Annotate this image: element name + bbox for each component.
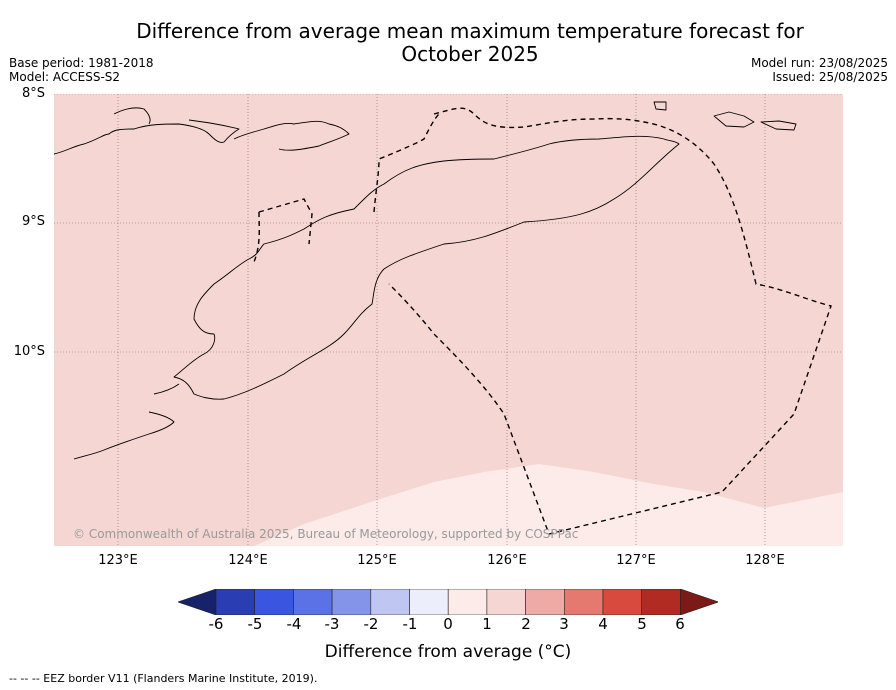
colorbar-bin <box>254 589 294 615</box>
lon-label-128e: 128°E <box>745 553 785 568</box>
northern-islands-coast <box>233 120 350 151</box>
lon-label-125e: 125°E <box>357 553 397 568</box>
colorbar-tick: 5 <box>637 615 647 633</box>
colorbar-bin <box>486 589 526 615</box>
colorbar-bin <box>331 589 372 615</box>
colorbar-tick: 4 <box>598 615 608 633</box>
lon-label-123e: 123°E <box>98 553 138 568</box>
copyright-notice: © Commonwealth of Australia 2025, Bureau… <box>73 527 579 541</box>
anomaly-fill-1-to-2 <box>54 94 843 546</box>
western-islands-coast <box>54 107 240 155</box>
colorbar-tick: 6 <box>675 615 685 633</box>
base-period-text: Base period: 1981-2018 <box>9 56 154 70</box>
lon-label-124e: 124°E <box>228 553 268 568</box>
meta-right: Model run: 23/08/2025 Issued: 25/08/2025 <box>751 56 888 84</box>
eez-border <box>253 107 832 535</box>
colorbar-tick: -6 <box>208 615 224 633</box>
small-island-east <box>653 101 667 111</box>
colorbar-bin <box>293 589 333 615</box>
colorbar-tick: 0 <box>443 615 453 633</box>
lon-label-126e: 126°E <box>487 553 527 568</box>
colorbar-bin <box>447 589 488 615</box>
lat-label-8s: 8°S <box>21 86 45 101</box>
colorbar-tick: -1 <box>402 615 418 633</box>
colorbar-bin <box>215 589 256 615</box>
timor-coastline <box>173 135 680 400</box>
graticule <box>54 94 843 546</box>
title-line-2: October 2025 <box>401 42 539 66</box>
colorbar-bin <box>563 589 604 615</box>
colorbar-tick: 2 <box>521 615 531 633</box>
savu-roti-coast <box>73 383 180 460</box>
colorbar-tick: -3 <box>324 615 340 633</box>
title-line-1: Difference from average mean maximum tem… <box>136 19 804 43</box>
colorbar-extend-high <box>680 589 718 615</box>
colorbar-bin <box>602 589 643 615</box>
colorbar-extend-low <box>178 589 217 615</box>
colorbar <box>178 589 718 615</box>
model-run-text: Model run: 23/08/2025 <box>750 56 888 70</box>
colorbar-bin <box>370 589 410 615</box>
map-title: Difference from average mean maximum tem… <box>100 20 840 66</box>
colorbar-tick: 3 <box>559 615 569 633</box>
colorbar-label: Difference from average (°C) <box>324 642 572 662</box>
lat-label-10s: 10°S <box>13 344 45 359</box>
colorbar-tick: -4 <box>286 615 302 633</box>
colorbar-tick: -2 <box>363 615 379 633</box>
issued-text: Issued: 25/08/2025 <box>772 70 888 84</box>
coastlines <box>54 101 797 460</box>
map-panel <box>54 94 843 546</box>
anomaly-fill-0-to-1 <box>254 464 843 546</box>
model-text: Model: ACCESS-S2 <box>9 70 121 84</box>
lon-label-127e: 127°E <box>616 553 656 568</box>
lat-label-9s: 9°S <box>21 214 45 229</box>
colorbar-bin <box>641 589 681 615</box>
colorbar-bin <box>525 589 565 615</box>
colorbar-tick: -5 <box>247 615 263 633</box>
colorbar-tick: 1 <box>482 615 492 633</box>
colorbar-bin <box>409 589 449 615</box>
meta-left: Base period: 1981-2018 Model: ACCESS-S2 <box>9 56 154 84</box>
small-islands-ne <box>713 111 797 131</box>
eez-legend-note: -- -- -- EEZ border V11 (Flanders Marine… <box>9 672 318 685</box>
